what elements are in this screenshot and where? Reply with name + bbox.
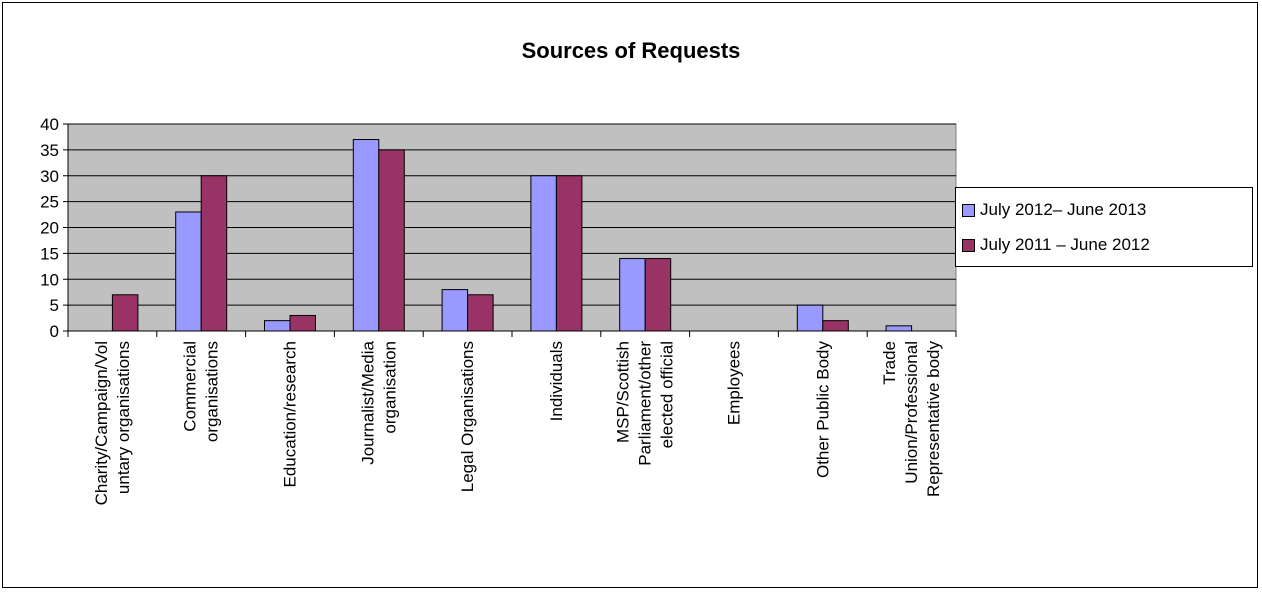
bar-series-2-0	[111, 294, 139, 332]
x-tick-label: Other Public Body	[813, 341, 832, 479]
x-tick-label: elected official	[658, 341, 677, 448]
x-tick-label: Union/Professional	[902, 341, 921, 484]
x-tick-label: Parliament/other	[636, 341, 655, 466]
x-tick-label: Legal Organisations	[458, 341, 477, 492]
y-tick-label: 10	[40, 270, 59, 289]
bar-series-1-2	[264, 320, 291, 332]
x-tick-label: Trade	[880, 341, 899, 385]
y-tick-label: 5	[50, 296, 59, 315]
y-tick-label: 40	[40, 115, 59, 134]
bar-series-2-1	[200, 175, 228, 332]
y-tick-label: 25	[40, 193, 59, 212]
bar-series-2-3	[378, 149, 405, 332]
legend-item-series-2: July 2011 – June 2012	[962, 230, 1150, 260]
bar-series-2-2	[289, 314, 316, 332]
x-tick-label: organisations	[203, 341, 222, 442]
legend-swatch-series-1	[962, 203, 975, 217]
legend-swatch-series-2	[962, 238, 975, 252]
chart-legend: July 2012– June 2013 July 2011 – June 20…	[955, 187, 1253, 267]
bar-series-2-4	[467, 294, 494, 332]
y-tick-label: 15	[40, 244, 59, 263]
y-tick-label: 35	[40, 141, 59, 160]
y-tick-label: 20	[40, 219, 59, 238]
bar-series-1-6	[619, 258, 646, 332]
bar-series-1-8	[796, 304, 824, 332]
bar-series-1-5	[530, 175, 557, 332]
legend-label-series-1: July 2012– June 2013	[980, 200, 1147, 219]
x-tick-label: untary organisations	[114, 341, 133, 494]
x-tick-label: organisation	[380, 341, 399, 434]
bar-series-1-3	[352, 139, 380, 332]
bar-series-1-9	[885, 325, 913, 332]
bar-series-2-5	[555, 175, 583, 332]
x-tick-label: Individuals	[547, 341, 566, 421]
x-tick-label: Employees	[725, 341, 744, 425]
bar-series-2-8	[822, 320, 849, 332]
x-tick-label: Education/research	[281, 341, 300, 487]
x-tick-label: Commercial	[181, 341, 200, 432]
legend-label-series-2: July 2011 – June 2012	[980, 235, 1150, 254]
x-tick-label: MSP/Scottish	[614, 341, 633, 443]
bar-series-2-6	[644, 258, 672, 332]
x-tick-label: Representative body	[924, 341, 943, 497]
x-tick-label: Journalist/Media	[358, 340, 377, 464]
bar-series-1-4	[441, 289, 469, 332]
x-tick-label: Charity/Campaign/Vol	[92, 341, 111, 505]
legend-item-series-1: July 2012– June 2013	[962, 195, 1146, 225]
y-tick-label: 0	[50, 322, 59, 341]
chart-title: Sources of Requests	[521, 38, 741, 63]
bar-series-1-1	[175, 211, 202, 332]
y-tick-label: 30	[40, 167, 59, 186]
